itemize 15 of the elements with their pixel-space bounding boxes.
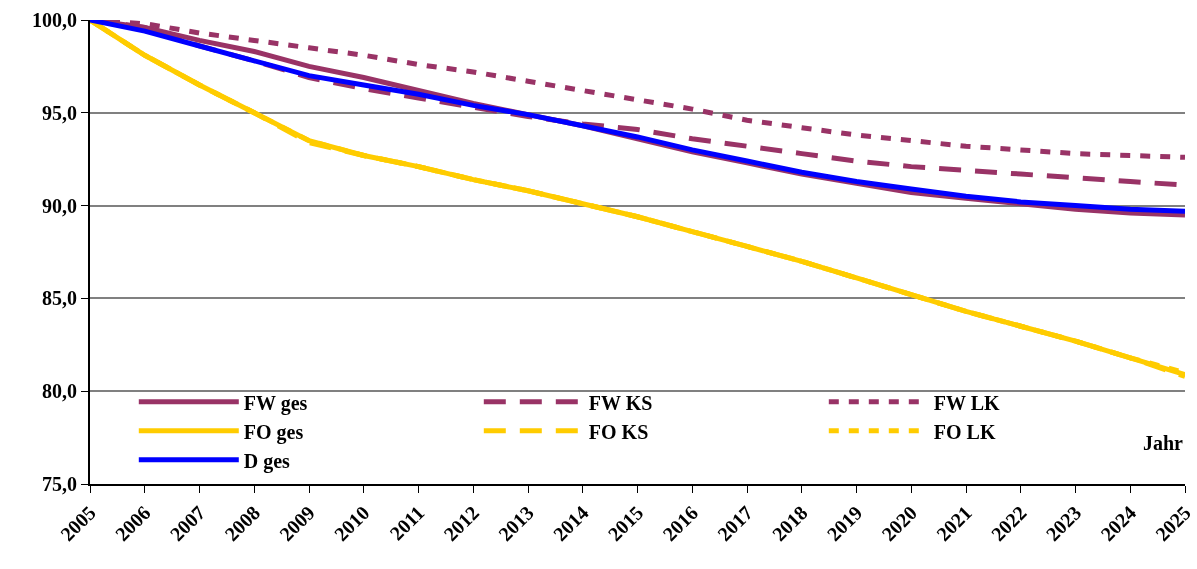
y-tick-label: 100,0	[32, 9, 77, 31]
legend-label: FO LK	[933, 420, 996, 443]
y-tick-label: 95,0	[42, 101, 77, 124]
legend-label: FW KS	[588, 391, 653, 414]
y-tick-label: 80,0	[42, 380, 77, 403]
y-tick-label: 90,0	[42, 194, 77, 217]
legend-label: FW LK	[933, 391, 1000, 414]
x-axis-title: Jahr	[1143, 432, 1184, 454]
legend-label: FO ges	[243, 420, 304, 444]
legend-label: D ges	[243, 449, 291, 473]
y-tick-label: 75,0	[42, 473, 77, 495]
x-tick-label: 2011	[385, 501, 429, 545]
legend-label: FO KS	[588, 420, 649, 443]
legend-label: FW ges	[243, 391, 308, 415]
y-tick-label: 85,0	[42, 287, 77, 310]
